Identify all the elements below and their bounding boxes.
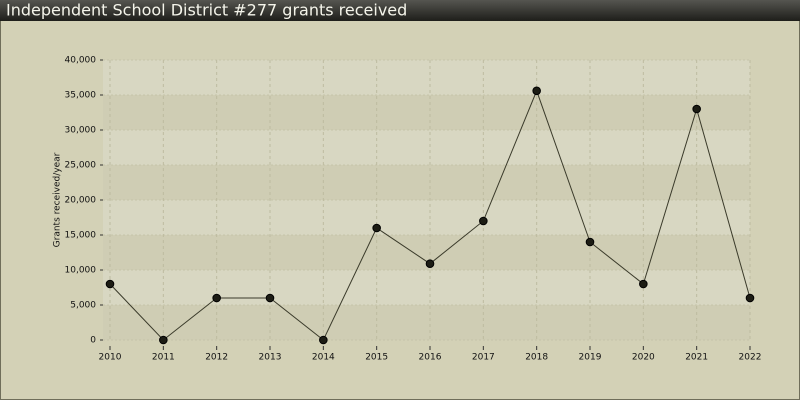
y-tick-label: 0	[90, 336, 96, 346]
data-point	[319, 335, 328, 345]
data-point	[105, 279, 115, 289]
y-tick-label: 20,000	[65, 196, 97, 206]
y-tick-label: 30,000	[65, 126, 97, 136]
chart-title: Independent School District #277 grants …	[6, 1, 407, 20]
x-tick-label: 2015	[365, 353, 388, 363]
y-tick-label: 10,000	[65, 266, 97, 276]
data-point	[159, 335, 168, 345]
data-point	[425, 259, 435, 269]
plot-area: 0 5,000 10,000 15,000 20,000 25,000 30,000 35,0…	[65, 56, 762, 363]
y-tick-label: 15,000	[65, 231, 97, 241]
data-point	[585, 237, 595, 247]
data-point	[532, 86, 541, 96]
data-point	[372, 223, 381, 233]
grid-band	[103, 60, 750, 95]
data-point	[639, 279, 648, 289]
x-tick-label: 2010	[99, 353, 122, 363]
y-tick-label: 5,000	[70, 301, 96, 311]
x-tick-label: 2014	[312, 353, 335, 363]
data-point	[692, 104, 701, 114]
x-tick-label: 2022	[739, 353, 762, 363]
grid-band	[103, 200, 750, 235]
grid-band	[103, 305, 750, 340]
x-tick-label: 2016	[419, 353, 442, 363]
data-point	[265, 293, 275, 303]
x-tick-label: 2019	[579, 353, 602, 363]
title-bar	[0, 0, 800, 21]
x-tick-label: 2018	[525, 353, 548, 363]
x-tick-label: 2012	[205, 353, 228, 363]
data-point	[212, 293, 221, 303]
grid-band	[103, 130, 750, 165]
x-tick-label: 2020	[632, 353, 655, 363]
x-tick-label: 2011	[152, 353, 175, 363]
grid-band	[103, 95, 750, 130]
data-point	[479, 216, 488, 226]
x-tick-label: 2017	[472, 353, 495, 363]
grid-band	[103, 270, 750, 305]
grid-band	[103, 165, 750, 200]
y-axis-label: Grants received/year	[53, 152, 63, 247]
data-point	[745, 293, 755, 303]
y-tick-label: 35,000	[65, 91, 97, 101]
y-tick-label: 40,000	[65, 56, 97, 66]
x-tick-label: 2013	[259, 353, 282, 363]
x-tick-label: 2021	[685, 353, 708, 363]
y-tick-label: 25,000	[65, 161, 97, 171]
